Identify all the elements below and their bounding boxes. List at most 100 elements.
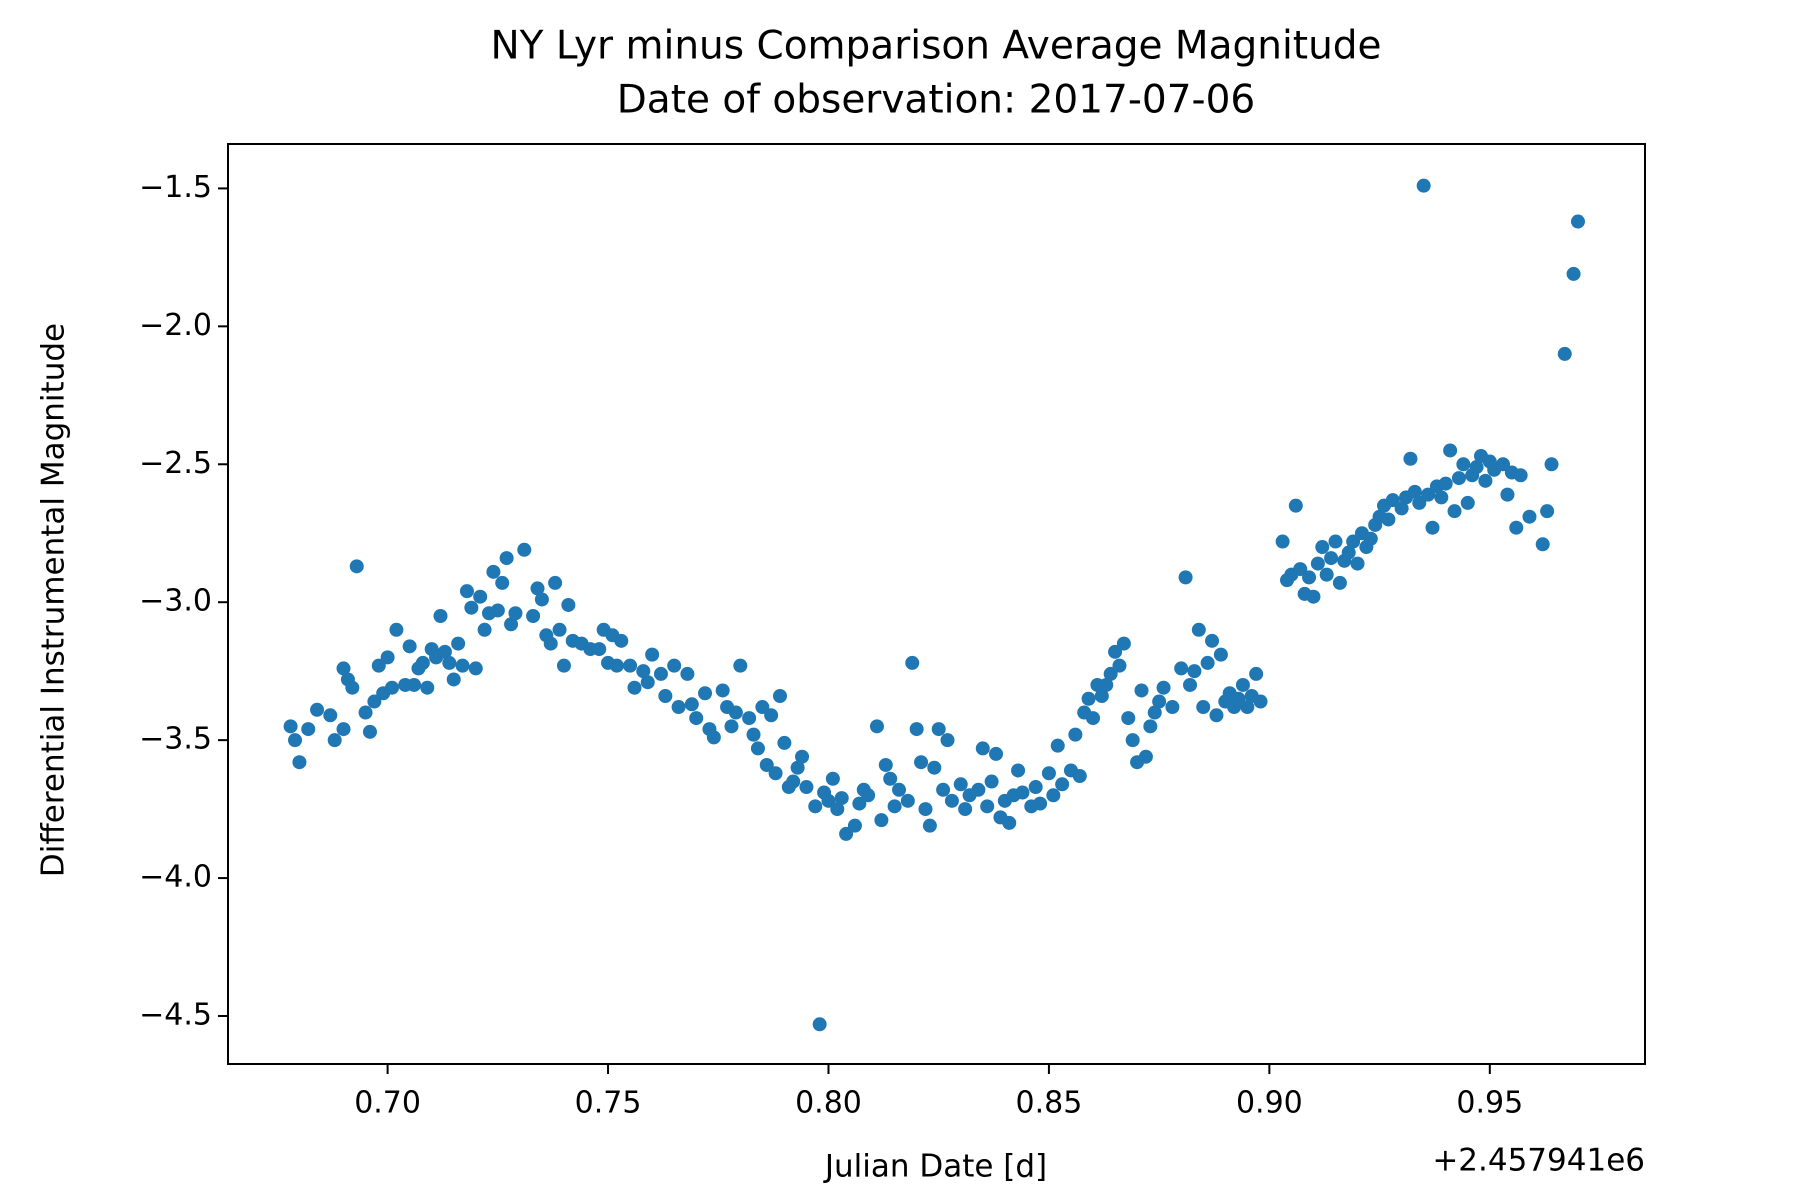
data-point xyxy=(1434,490,1449,505)
data-point xyxy=(1205,633,1220,648)
data-point xyxy=(746,727,761,742)
data-point xyxy=(1394,501,1409,516)
y-axis-label: Differential Instrumental Magnitude xyxy=(36,323,72,877)
data-point xyxy=(327,733,342,748)
data-point xyxy=(323,708,338,723)
y-tick-label: −4.5 xyxy=(139,998,212,1033)
data-point xyxy=(733,658,748,673)
data-point xyxy=(1540,504,1555,519)
data-point xyxy=(468,661,483,676)
data-point xyxy=(407,677,422,692)
data-point xyxy=(909,722,924,737)
data-point xyxy=(446,672,461,687)
data-point xyxy=(1293,562,1308,577)
data-point xyxy=(362,724,377,739)
data-point xyxy=(834,791,849,806)
data-point xyxy=(623,658,638,673)
data-point xyxy=(874,813,889,828)
data-point xyxy=(1302,570,1317,585)
data-point xyxy=(1028,780,1043,795)
y-tick-label: −2.0 xyxy=(139,308,212,343)
data-point xyxy=(927,760,942,775)
data-point xyxy=(548,575,563,590)
data-point xyxy=(684,697,699,712)
data-point xyxy=(764,708,779,723)
data-point xyxy=(653,666,668,681)
y-tick-label: −4.0 xyxy=(139,860,212,895)
data-point xyxy=(349,559,364,574)
data-point xyxy=(1033,796,1048,811)
data-point xyxy=(1544,457,1559,472)
data-point xyxy=(645,647,660,662)
data-point xyxy=(1438,476,1453,491)
data-point xyxy=(1174,661,1189,676)
data-point xyxy=(561,597,576,612)
data-point xyxy=(336,661,351,676)
data-point xyxy=(772,689,787,703)
data-point xyxy=(389,622,404,637)
x-tick-label: 0.85 xyxy=(1016,1086,1083,1121)
data-point xyxy=(464,600,479,615)
data-point xyxy=(1152,694,1167,709)
data-point xyxy=(671,700,686,715)
data-point xyxy=(742,711,757,726)
data-point xyxy=(1288,498,1303,513)
data-point xyxy=(1011,763,1026,778)
data-point xyxy=(1407,484,1422,499)
data-point xyxy=(1055,777,1070,792)
data-point xyxy=(1134,683,1149,698)
data-point xyxy=(883,771,898,786)
data-point xyxy=(530,581,545,596)
data-point xyxy=(1275,534,1290,549)
data-point xyxy=(433,609,448,623)
data-point xyxy=(869,719,884,734)
data-point xyxy=(1451,471,1466,486)
data-point xyxy=(288,733,303,748)
data-point xyxy=(1328,534,1343,549)
x-offset-label: +2.457941e6 xyxy=(1432,1143,1645,1179)
data-point xyxy=(609,658,624,673)
data-point xyxy=(336,722,351,737)
data-point xyxy=(1041,766,1056,781)
data-point xyxy=(459,584,474,599)
data-point xyxy=(728,705,743,720)
x-tick-label: 0.95 xyxy=(1456,1086,1523,1121)
data-point xyxy=(1403,451,1418,466)
data-point xyxy=(958,802,973,817)
data-point xyxy=(486,564,501,579)
data-point xyxy=(759,757,774,772)
data-point xyxy=(715,683,730,698)
data-point xyxy=(636,664,651,679)
data-point xyxy=(1385,493,1400,508)
data-point xyxy=(1566,266,1581,281)
data-point xyxy=(385,680,400,695)
data-point xyxy=(825,771,840,786)
data-point xyxy=(614,633,629,648)
data-point xyxy=(1557,346,1572,361)
x-axis-label: Julian Date [d] xyxy=(823,1149,1047,1185)
data-point xyxy=(451,636,466,651)
data-point xyxy=(1046,788,1061,803)
data-point xyxy=(1068,727,1083,742)
data-point xyxy=(1072,769,1087,783)
data-point xyxy=(380,650,395,665)
data-point xyxy=(1443,443,1458,458)
data-point xyxy=(283,719,298,734)
data-point xyxy=(1138,749,1153,764)
data-point xyxy=(821,793,836,808)
data-point xyxy=(900,793,915,808)
data-point xyxy=(839,826,854,841)
data-point xyxy=(592,642,607,657)
data-point xyxy=(658,689,673,703)
data-point xyxy=(1094,689,1109,703)
data-point xyxy=(552,622,567,637)
data-point xyxy=(1165,700,1180,715)
data-point xyxy=(1535,537,1550,552)
data-point xyxy=(953,777,968,792)
data-point xyxy=(1116,636,1131,651)
data-point xyxy=(940,733,955,748)
y-tick-label: −1.5 xyxy=(139,170,212,205)
data-point xyxy=(517,542,532,557)
data-point xyxy=(1469,460,1484,475)
data-point xyxy=(301,722,316,737)
